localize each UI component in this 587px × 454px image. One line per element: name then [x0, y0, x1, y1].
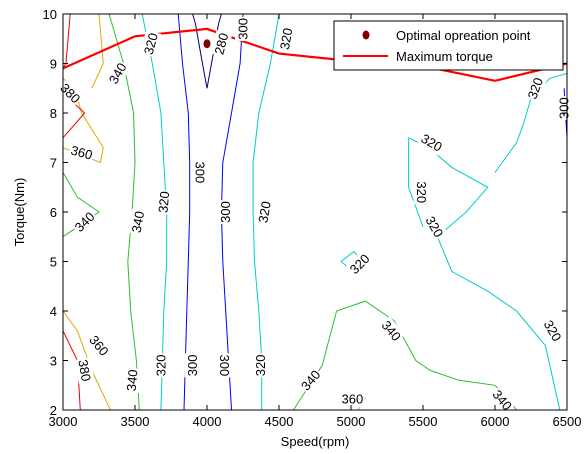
contour-label-bg	[417, 129, 446, 156]
contour-label-bg	[123, 367, 142, 393]
contour-label-300: 300	[192, 162, 207, 184]
contour-label-bg	[296, 365, 325, 395]
contour-label-300: 300	[236, 18, 251, 40]
contour-label-bg	[345, 249, 374, 279]
contour-label-bg	[235, 16, 251, 41]
y-tick-label: 10	[43, 7, 57, 22]
legend-optimal-point-label: Optimal opreation point	[396, 28, 531, 43]
legend-optimal-point-marker	[362, 30, 370, 40]
contour-label-320: 320	[141, 31, 161, 56]
y-tick-label: 4	[50, 304, 57, 319]
contour-label-bg	[216, 353, 233, 378]
x-tick-label: 3000	[49, 414, 78, 429]
contour-label-360: 360	[342, 392, 364, 407]
contour-label-320: 320	[255, 200, 274, 224]
contour-label-360: 360	[69, 143, 94, 163]
contour-label-bg	[523, 74, 547, 103]
x-tick-label: 6000	[481, 414, 510, 429]
contour-label-bg	[421, 212, 448, 242]
y-tick-label: 5	[50, 255, 57, 270]
optimal-point-marker	[203, 39, 211, 49]
x-tick-label: 3500	[121, 414, 150, 429]
contour-label-bg	[276, 25, 297, 53]
contour-label-bg	[104, 59, 131, 88]
y-tick-label: 6	[50, 205, 57, 220]
y-tick-label: 7	[50, 156, 57, 171]
axis-ticks: 3000 3500 4000 4500 5000 5500 6000 6500 2 3 4 5 6 7 8 9…	[43, 7, 582, 429]
contour-line-280	[192, 13, 208, 89]
contour-label-bg	[154, 189, 173, 215]
contour-line-360	[62, 310, 111, 411]
contour-line-320	[494, 72, 568, 173]
x-tick-label: 5500	[409, 414, 438, 429]
contour-label-300: 300	[185, 355, 200, 377]
contour-label-300: 300	[557, 97, 572, 119]
contour-label-320: 320	[414, 181, 429, 203]
contour-label-bg	[70, 207, 99, 237]
contour-label-280: 280	[211, 31, 231, 56]
contour-label-bg	[68, 141, 96, 164]
y-axis-label: Torque(Nm)	[12, 178, 27, 247]
contour-label-bg	[252, 353, 269, 378]
contour-label-300: 300	[218, 201, 233, 223]
contour-label-bg	[139, 30, 162, 58]
contour-label-bg	[556, 96, 573, 121]
contour-label-340: 340	[124, 369, 141, 392]
legend: Optimal opreation point Maximum torque	[333, 20, 564, 71]
contour-label-bg	[152, 353, 169, 378]
contour-label-bg	[488, 385, 517, 415]
contour-line-340	[292, 300, 517, 411]
optimal-point-group	[203, 39, 211, 49]
contour-label-320: 320	[277, 27, 296, 51]
y-tick-label: 3	[50, 354, 57, 369]
contour-label-320: 320	[525, 76, 547, 102]
contour-label-bg	[127, 208, 148, 236]
x-tick-label: 6500	[553, 414, 582, 429]
contour-label-bg	[217, 200, 234, 224]
x-axis-label: Speed(rpm)	[281, 434, 350, 449]
contour-label-bg	[191, 160, 208, 185]
contour-label-bg	[74, 357, 95, 384]
legend-max-torque-label: Maximum torque	[396, 49, 493, 64]
contour-label-bg	[340, 391, 365, 408]
contour-label-320: 320	[253, 355, 268, 377]
contour-label-bg	[85, 331, 113, 360]
contour-label-bg	[539, 316, 566, 346]
x-tick-label: 4000	[193, 414, 222, 429]
x-tick-label: 4500	[265, 414, 294, 429]
contour-label-320: 320	[153, 355, 168, 377]
contour-label-380: 380	[75, 358, 94, 382]
contour-line-300	[177, 13, 191, 411]
contour-label-bg	[254, 198, 275, 226]
y-tick-label: 9	[50, 57, 57, 72]
contour-line-320	[252, 13, 280, 410]
contour-label-bg	[413, 180, 430, 205]
x-tick-label: 5000	[337, 414, 366, 429]
legend-box	[333, 20, 564, 71]
contour-line-360	[91, 13, 104, 89]
contour-label-bg	[184, 353, 201, 378]
y-tick-label: 2	[50, 403, 57, 418]
contour-label-340: 340	[129, 210, 148, 234]
contour-label-320: 320	[155, 191, 172, 214]
y-tick-label: 8	[50, 106, 57, 121]
contour-label-bg	[210, 30, 233, 58]
contour-label-bg	[377, 316, 406, 346]
contour-label-300: 300	[217, 355, 232, 377]
contour-line-320	[408, 137, 424, 227]
contour-line-340	[62, 172, 100, 238]
